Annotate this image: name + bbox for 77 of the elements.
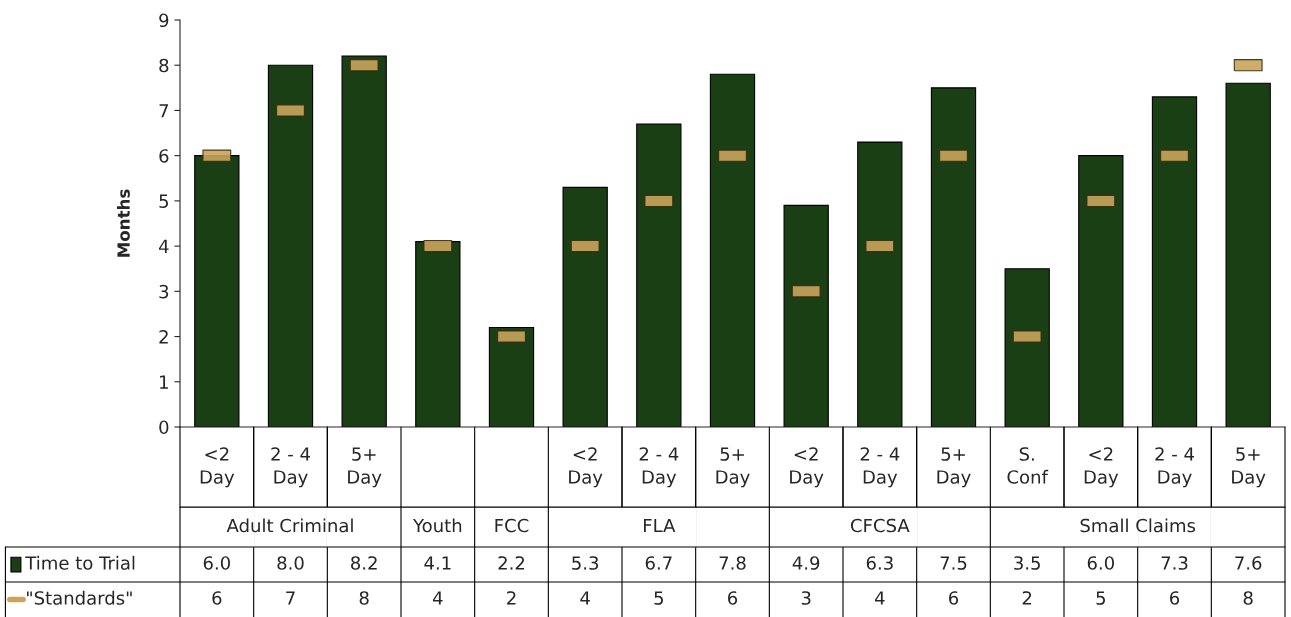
bar bbox=[341, 55, 387, 427]
y-tick-label: 6 bbox=[159, 149, 169, 163]
bar bbox=[194, 155, 240, 427]
data-label: 6 bbox=[212, 591, 222, 605]
x-tick-label: 5+ Day bbox=[937, 447, 971, 488]
data-label: 7.8 bbox=[719, 556, 746, 570]
x-tick-label: <2 Day bbox=[569, 447, 603, 488]
bar bbox=[1004, 268, 1050, 427]
data-label: 4 bbox=[874, 591, 885, 605]
bar bbox=[930, 87, 977, 427]
x-tick-label: 2 - 4 Day bbox=[639, 447, 679, 488]
data-label: 6 bbox=[728, 591, 738, 605]
y-tick-label: 3 bbox=[159, 284, 169, 299]
bar bbox=[636, 123, 682, 427]
x-tick-label: <2 Day bbox=[1084, 447, 1119, 488]
y-tick-label: 0 bbox=[159, 420, 169, 435]
x-tick-label: 5+ Day bbox=[348, 447, 382, 488]
bar bbox=[1078, 155, 1124, 427]
bar bbox=[857, 141, 903, 427]
data-label: 5.3 bbox=[572, 556, 599, 570]
data-label: 8 bbox=[1243, 591, 1253, 605]
text: Small Claims bbox=[1080, 518, 1196, 533]
legend-label: Time to Trial bbox=[25, 555, 135, 570]
data-label: 6.3 bbox=[866, 556, 893, 570]
x-tick-label: 5+ Day bbox=[1232, 447, 1266, 488]
data-label: 4 bbox=[432, 591, 443, 605]
data-label: 8.2 bbox=[351, 556, 377, 570]
y-tick-label: 7 bbox=[159, 104, 169, 118]
data-label: 6.7 bbox=[645, 556, 672, 570]
x-tick-label: 5+ Day bbox=[716, 447, 750, 488]
bar bbox=[562, 186, 608, 427]
bar bbox=[1225, 82, 1271, 427]
text: Adult Criminal bbox=[226, 518, 353, 533]
data-label: 6 bbox=[949, 591, 959, 605]
data-label: 3 bbox=[801, 591, 811, 605]
data-label: 7.5 bbox=[940, 556, 967, 570]
data-label: 4 bbox=[580, 591, 590, 605]
y-tick-label: 2 bbox=[159, 330, 168, 344]
x-tick-label: 2 - 4 Day bbox=[1155, 447, 1194, 488]
data-label: 4.9 bbox=[792, 556, 820, 570]
y-tick-label: 1 bbox=[160, 375, 168, 389]
bar bbox=[488, 326, 535, 427]
bar bbox=[709, 73, 756, 427]
bar bbox=[1151, 96, 1198, 427]
data-label: 7.6 bbox=[1235, 556, 1262, 570]
data-label: 6 bbox=[1170, 591, 1180, 605]
y-tick-label: 9 bbox=[159, 13, 169, 28]
data-label: 2.2 bbox=[498, 556, 525, 570]
data-label: 8 bbox=[359, 591, 369, 605]
bar bbox=[783, 204, 829, 427]
legend-label: "Standards" bbox=[27, 590, 132, 605]
text: FLA bbox=[644, 518, 676, 533]
data-label: 6.0 bbox=[1087, 556, 1114, 570]
data-label: 7 bbox=[286, 591, 295, 605]
data-label: 2 bbox=[507, 591, 516, 605]
y-tick-label: 5 bbox=[159, 194, 169, 209]
data-label: 5 bbox=[1096, 591, 1105, 605]
x-tick-label: 2 - 4 Day bbox=[860, 447, 900, 488]
text: Youth bbox=[412, 518, 462, 533]
data-label: 8.0 bbox=[277, 556, 304, 570]
text: FCC bbox=[495, 518, 529, 533]
y-axis-title: Months bbox=[116, 189, 130, 257]
x-tick-label: S. Conf bbox=[1007, 447, 1049, 484]
data-label: 4.1 bbox=[424, 556, 451, 570]
text: CFCSA bbox=[850, 518, 910, 533]
data-label: 7.3 bbox=[1161, 556, 1188, 570]
data-label: 3.5 bbox=[1014, 556, 1040, 570]
data-label: 5 bbox=[654, 591, 663, 605]
x-tick-label: 2 - 4 Day bbox=[271, 447, 310, 488]
bar bbox=[415, 241, 461, 427]
data-label: 2 bbox=[1022, 591, 1032, 605]
x-tick-label: <2 Day bbox=[200, 447, 235, 488]
bar bbox=[267, 64, 314, 427]
x-tick-label: <2 Day bbox=[790, 447, 824, 488]
y-tick-label: 8 bbox=[159, 58, 169, 73]
y-tick-label: 4 bbox=[158, 239, 169, 253]
data-label: 6.0 bbox=[203, 556, 230, 570]
